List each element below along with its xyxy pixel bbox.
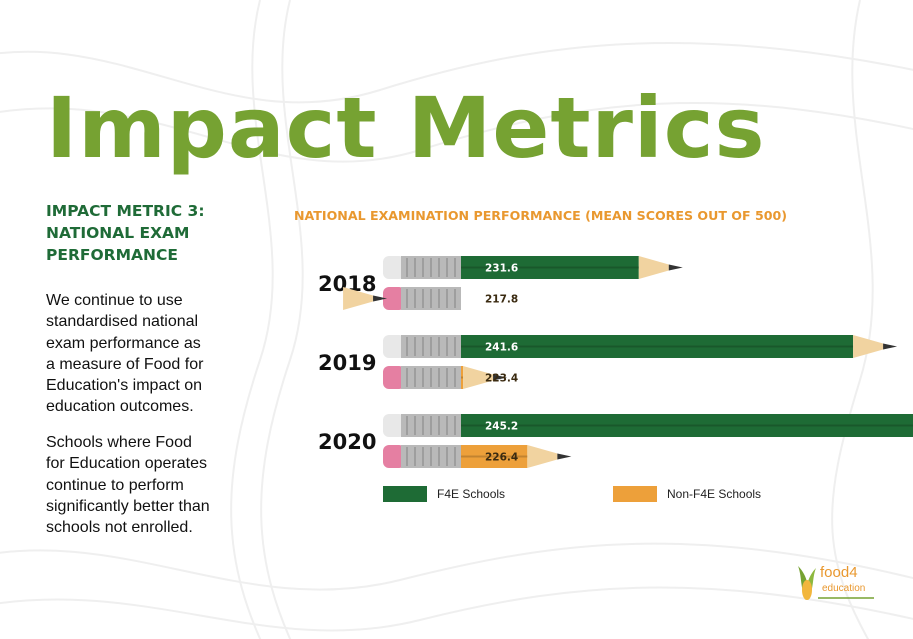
pencil-wood — [343, 287, 374, 310]
legend-label: Non-F4E Schools — [667, 487, 761, 501]
legend-swatch — [383, 486, 427, 502]
pencil-eraser — [383, 445, 405, 468]
paragraph-line: standardised national — [46, 313, 199, 331]
logo-wordmark: food4 — [820, 564, 858, 581]
pencil-lead — [668, 264, 683, 271]
pencil-body-stripe — [461, 424, 913, 427]
pencil-lead — [557, 453, 572, 460]
paragraph-line: education outcomes. — [46, 398, 194, 416]
pencil-body-stripe — [461, 266, 639, 269]
metric-heading-line: PERFORMANCE — [46, 246, 178, 264]
pencil-wood — [527, 445, 558, 468]
page-title: Impact Metrics — [46, 79, 766, 177]
pencil-eraser — [383, 335, 405, 358]
pencil-lead — [493, 374, 508, 381]
pencil-eraser — [383, 287, 405, 310]
food4education-logo-icon — [798, 566, 874, 600]
data-label: 245.2 — [485, 421, 518, 433]
pencil-lead — [373, 295, 388, 302]
data-label: 223.4 — [485, 373, 518, 385]
metric-heading-line: IMPACT METRIC 3: — [46, 202, 205, 220]
data-label: 217.8 — [485, 294, 518, 306]
year-label: 2020 — [318, 430, 376, 454]
pencil-body-stripe — [461, 345, 854, 348]
legend-label: F4E Schools — [437, 487, 505, 501]
logo-main-text: food — [820, 564, 850, 581]
description-paragraph-1: We continue to use standardised national… — [46, 290, 261, 418]
year-label: 2019 — [318, 351, 376, 375]
pencil-eraser — [383, 366, 405, 389]
data-label: 226.4 — [485, 452, 518, 464]
pencil-wood — [638, 256, 669, 279]
paragraph-line: continue to perform — [46, 476, 184, 494]
metric-heading-line: NATIONAL EXAM — [46, 224, 190, 242]
pencil-body-stripe — [461, 376, 464, 379]
pencil-eraser — [383, 414, 405, 437]
data-label: 241.6 — [485, 342, 518, 354]
paragraph-line: Schools where Food — [46, 434, 192, 451]
description-paragraph-2: Schools where Food for Education operate… — [46, 432, 261, 538]
paragraph-line: We continue to use — [46, 292, 183, 309]
paragraph-line: Education's impact on — [46, 377, 203, 395]
legend-swatch — [613, 486, 657, 502]
pencil-eraser — [383, 256, 405, 279]
pencil-wood — [853, 335, 884, 358]
paragraph-line: for Education operates — [46, 455, 207, 473]
paragraph-line: a measure of Food for — [46, 355, 204, 373]
paragraph-line: exam performance as — [46, 334, 201, 352]
paragraph-line: significantly better than — [46, 497, 210, 515]
metric-heading: IMPACT METRIC 3: NATIONAL EXAM PERFORMAN… — [46, 200, 256, 266]
chart-title: NATIONAL EXAMINATION PERFORMANCE (MEAN S… — [294, 208, 788, 223]
paragraph-line: schools not enrolled. — [46, 519, 193, 537]
logo-subtext: education — [822, 583, 866, 594]
pencil-wood — [463, 366, 494, 389]
pencil-body-stripe — [461, 455, 528, 458]
pencil-lead — [883, 343, 898, 350]
logo-number-text: 4 — [849, 564, 858, 581]
data-label: 231.6 — [485, 263, 518, 275]
